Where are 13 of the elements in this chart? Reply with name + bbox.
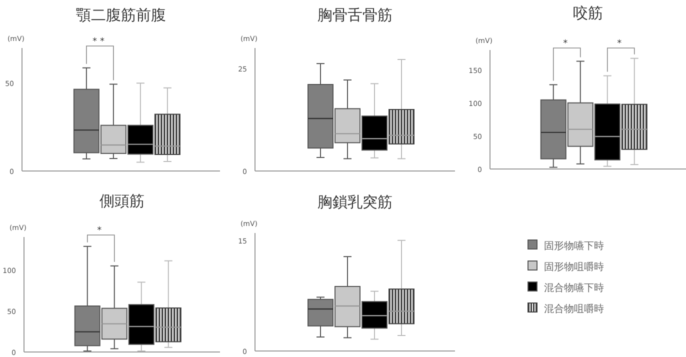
chart-title: 顎二腹筋前腹 [76, 6, 166, 24]
legend-label: 固形物咀嚼時 [544, 261, 604, 273]
text: ** [92, 37, 108, 47]
text: * [97, 226, 105, 236]
chart-title: 側頭筋 [100, 192, 144, 210]
chart-title: 胸鎖乳突筋 [318, 193, 392, 211]
text: * [563, 39, 571, 49]
legend-label: 固形物嚥下時 [544, 240, 604, 252]
chart-title: 胸骨舌骨筋 [318, 6, 392, 24]
text: * [617, 39, 625, 49]
legend-label: 混合物咀嚼時 [544, 303, 604, 315]
chart-title: 咬筋 [573, 4, 603, 22]
legend-label: 混合物嚥下時 [544, 282, 604, 294]
